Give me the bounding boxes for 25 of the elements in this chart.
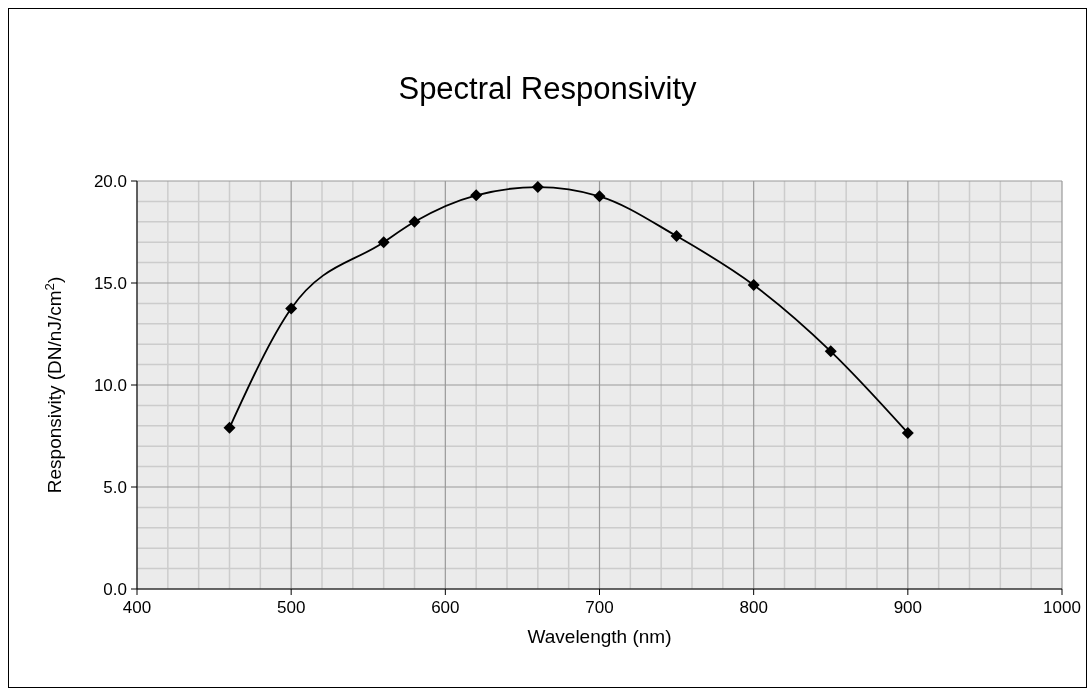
x-tick-label: 500 — [276, 598, 306, 617]
x-tick-label: 900 — [893, 598, 923, 617]
chart-title: Spectral Responsivity — [397, 71, 698, 107]
y-tick-label: 10.0 — [93, 376, 127, 395]
x-tick-label: 400 — [122, 598, 152, 617]
y-tick-label: 0.0 — [103, 580, 127, 599]
point — [408, 215, 421, 228]
point — [377, 236, 390, 249]
point — [593, 190, 606, 203]
x-tick-label: 800 — [739, 598, 768, 617]
x-tick-label: 1000 — [1043, 598, 1081, 617]
x-tick-label: 600 — [431, 598, 460, 617]
point — [531, 181, 544, 194]
y-tick-label: 20.0 — [93, 172, 127, 191]
point — [901, 426, 914, 439]
x-axis-title: Wavelength (nm) — [527, 626, 672, 647]
point — [824, 345, 837, 358]
point — [223, 421, 236, 434]
point — [670, 230, 683, 243]
point — [470, 189, 483, 202]
x-tick-label: 700 — [585, 598, 614, 617]
y-tick-label: 5.0 — [103, 478, 127, 497]
point — [285, 302, 298, 315]
point — [747, 279, 760, 292]
y-tick-label: 15.0 — [93, 274, 127, 293]
